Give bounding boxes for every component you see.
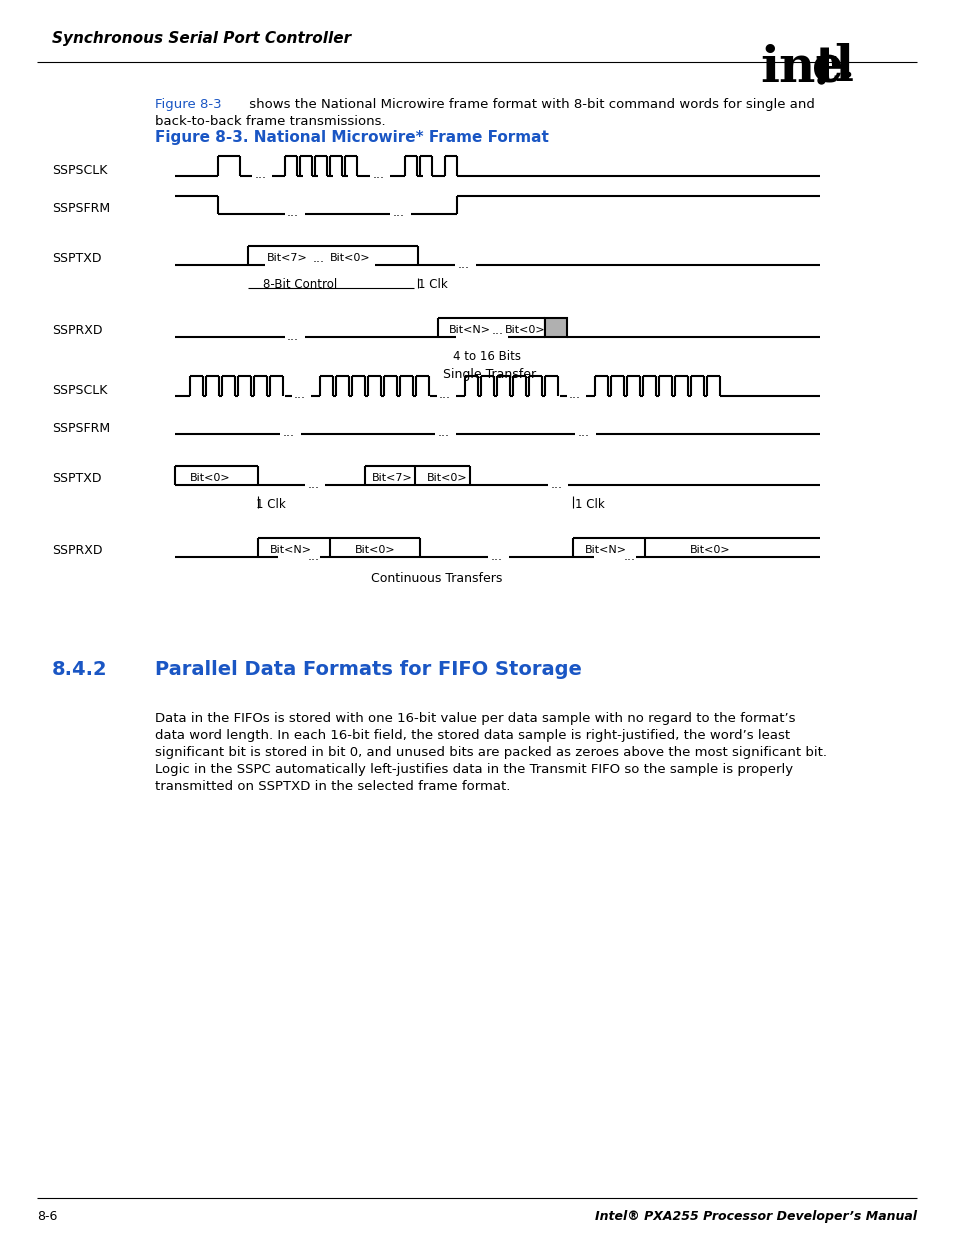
Text: e: e	[811, 43, 842, 91]
Text: SSPTXD: SSPTXD	[52, 472, 101, 484]
Text: ...: ...	[623, 550, 636, 562]
Text: SSPTXD: SSPTXD	[52, 252, 101, 264]
Text: Bit<0>: Bit<0>	[689, 545, 730, 555]
Text: ...: ...	[254, 168, 267, 182]
Text: Parallel Data Formats for FIFO Storage: Parallel Data Formats for FIFO Storage	[154, 659, 581, 679]
Text: ...: ...	[283, 426, 294, 440]
Text: back-to-back frame transmissions.: back-to-back frame transmissions.	[154, 115, 385, 128]
Text: SSPSCLK: SSPSCLK	[52, 384, 108, 396]
Text: shows the National Microwire frame format with 8-bit command words for single an: shows the National Microwire frame forma…	[245, 98, 814, 111]
Text: 1 Clk: 1 Clk	[255, 498, 286, 511]
Text: ...: ...	[294, 389, 306, 401]
Text: 8-6: 8-6	[37, 1210, 57, 1223]
Text: Continuous Transfers: Continuous Transfers	[371, 572, 502, 585]
Text: transmitted on SSPTXD in the selected frame format.: transmitted on SSPTXD in the selected fr…	[154, 781, 510, 793]
Text: Synchronous Serial Port Controller: Synchronous Serial Port Controller	[52, 31, 351, 46]
Text: ...: ...	[313, 252, 325, 264]
Text: ...: ...	[437, 426, 450, 440]
Text: 8-Bit Control: 8-Bit Control	[263, 278, 337, 291]
Text: ...: ...	[492, 324, 503, 336]
Text: ...: ...	[308, 550, 319, 562]
Text: Bit<N>: Bit<N>	[449, 325, 491, 335]
Text: ...: ...	[457, 258, 470, 270]
Text: SSPSCLK: SSPSCLK	[52, 163, 108, 177]
Text: Single Transfer: Single Transfer	[443, 368, 536, 382]
Text: ...: ...	[287, 330, 298, 342]
Text: 4 to 16 Bits: 4 to 16 Bits	[453, 350, 520, 363]
Text: Bit<7>: Bit<7>	[267, 253, 308, 263]
Text: Data in the FIFOs is stored with one 16-bit value per data sample with no regard: Data in the FIFOs is stored with one 16-…	[154, 713, 795, 725]
Text: ...: ...	[578, 426, 589, 440]
Text: Bit<0>: Bit<0>	[427, 473, 467, 483]
Text: data word length. In each 16-bit field, the stored data sample is right-justifie: data word length. In each 16-bit field, …	[154, 729, 789, 742]
Text: Bit<0>: Bit<0>	[355, 545, 395, 555]
Text: ...: ...	[373, 168, 385, 182]
Text: ...: ...	[438, 389, 451, 401]
Text: Bit<7>: Bit<7>	[372, 473, 413, 483]
Text: SSPSFRM: SSPSFRM	[52, 421, 110, 435]
Text: Bit<0>: Bit<0>	[190, 473, 231, 483]
Text: 8.4.2: 8.4.2	[52, 659, 108, 679]
Text: Figure 8-3. National Microwire* Frame Format: Figure 8-3. National Microwire* Frame Fo…	[154, 130, 548, 144]
Text: ...: ...	[287, 206, 298, 220]
Text: Bit<0>: Bit<0>	[504, 325, 545, 335]
Text: 1 Clk: 1 Clk	[575, 498, 604, 511]
Text: Bit<0>: Bit<0>	[330, 253, 370, 263]
Text: ...: ...	[308, 478, 319, 490]
Text: SSPRXD: SSPRXD	[52, 543, 102, 557]
Bar	[544, 317, 566, 337]
Text: ...: ...	[491, 550, 502, 562]
Text: Intel® PXA255 Processor Developer’s Manual: Intel® PXA255 Processor Developer’s Manu…	[595, 1210, 916, 1223]
Text: SSPRXD: SSPRXD	[52, 324, 102, 336]
Text: significant bit is stored in bit 0, and unused bits are packed as zeroes above t: significant bit is stored in bit 0, and …	[154, 746, 826, 760]
Text: l: l	[833, 43, 852, 91]
Text: int: int	[760, 43, 838, 91]
Text: ...: ...	[568, 389, 580, 401]
Text: 1 Clk: 1 Clk	[417, 278, 447, 291]
Text: Bit<N>: Bit<N>	[584, 545, 626, 555]
Text: ...: ...	[551, 478, 562, 490]
Text: Logic in the SSPC automatically left-justifies data in the Transmit FIFO so the : Logic in the SSPC automatically left-jus…	[154, 763, 792, 776]
Text: SSPSFRM: SSPSFRM	[52, 201, 110, 215]
Text: Figure 8-3: Figure 8-3	[154, 98, 221, 111]
Text: ...: ...	[393, 206, 405, 220]
Text: Bit<N>: Bit<N>	[270, 545, 312, 555]
